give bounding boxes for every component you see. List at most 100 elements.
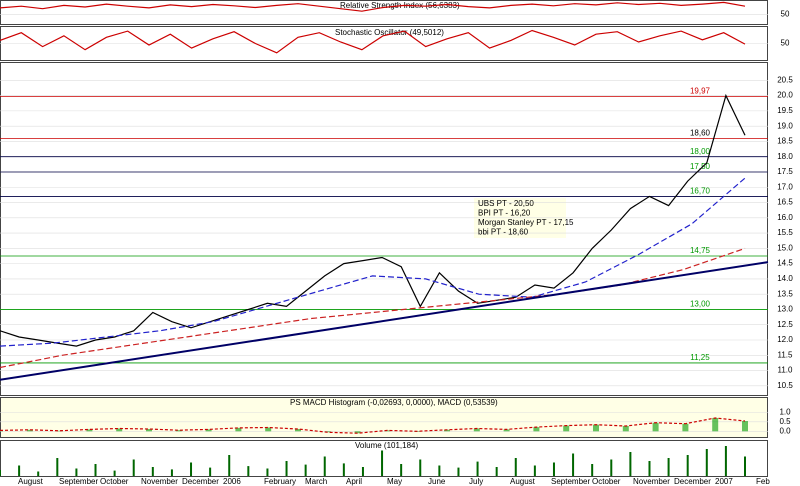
y-tick-label: 19.0 [777,121,793,130]
y-tick-label: 0.5 [779,417,791,426]
y-tick-label: 15.5 [777,228,793,237]
y-tick-label: 12.5 [777,320,793,329]
y-tick-label: 50 [781,39,790,48]
volume-bar [18,465,21,476]
price-line [0,93,746,347]
y-tick-label: 20.5 [777,75,793,84]
annotation-text: bbi PT - 18,60 [478,228,529,237]
x-tick-label: December [674,477,711,486]
macd-histogram [295,429,301,432]
y-tick-label: 12.0 [777,335,793,344]
price-panel [0,62,768,396]
x-tick-label: March [305,477,327,486]
y-tick-label: 15.0 [777,243,793,252]
macd-histogram [503,429,510,432]
y-tick-label: 17.5 [777,167,793,176]
y-tick-label: 11.0 [778,366,794,375]
x-tick-label: June [428,477,446,486]
volume-bar [514,458,517,476]
volume-bar [686,455,689,476]
volume-bar [400,464,403,476]
y-tick-label: 13.0 [777,305,793,314]
volume-bar [75,468,78,476]
volume-bar [610,459,613,476]
y-tick-label: 11.5 [778,350,794,359]
volume-bar [304,464,307,476]
macd-histogram [26,429,33,432]
volume-bar [552,462,555,476]
volume-bar [56,458,59,476]
volume-bar [457,467,460,476]
level-label: 16,70 [690,187,711,196]
x-tick-label: May [387,477,402,486]
volume-bar [419,459,422,476]
x-tick-label: August [510,477,536,486]
x-tick-label: Feb [756,477,770,486]
x-tick-label: September [59,477,98,486]
volume-bar [361,467,364,476]
volume-bar [132,459,135,476]
macd-histogram [682,423,689,432]
volume-bar [285,461,288,476]
volume-bar [705,449,708,476]
volume-bar [572,453,575,476]
volume-bar [228,455,231,476]
x-tick-label: April [346,477,362,486]
volume-bar [495,467,498,476]
macd-histogram [86,429,93,432]
macd-histogram [473,428,480,432]
y-tick-label: 1.0 [779,407,791,416]
level-label: 19,97 [690,87,711,96]
x-tick-label: September [551,477,590,486]
macd-histogram [56,430,63,432]
y-tick-label: 16.5 [777,198,793,207]
volume-bar [476,461,479,476]
ma-red [0,247,746,369]
y-tick-label: 13.5 [777,289,793,298]
macd-histogram [205,429,212,432]
y-tick-label: 0.0 [779,426,791,435]
volume-bar [342,463,345,476]
y-tick-label: 14.0 [777,274,793,283]
stochastic-line [0,29,746,54]
y-tick-label: 18.0 [777,152,793,161]
stochastic-title: Stochastic Oscillator (49,5012) [335,28,444,37]
macd-panel [0,397,768,438]
macd-histogram [175,430,182,432]
volume-bar [266,468,269,476]
macd-histogram [622,425,629,432]
volume-bar [381,450,384,476]
level-label: 17,50 [690,162,711,171]
y-tick-label: 14.5 [777,259,793,268]
annotation-text: UBS PT - 20,50 [478,199,534,208]
x-tick-label: October [592,477,621,486]
y-tick-label: 20.0 [777,91,793,100]
x-tick-label: 2007 [715,477,733,486]
volume-bar [533,465,536,476]
volume-bar [170,469,173,476]
macd-histogram [712,417,719,432]
y-tick-label: 18.5 [777,137,793,146]
volume-bar [438,465,441,476]
volume-bar [667,458,670,476]
volume-bar [209,467,212,476]
macd-histogram [593,424,599,432]
macd-histogram [563,425,570,432]
level-label: 14,75 [690,246,711,255]
macd-histogram [146,429,152,432]
volume-bar [37,471,40,476]
x-tick-label: December [182,477,219,486]
rsi-panel [0,0,768,25]
annotation-text: BPI PT - 16,20 [478,209,531,218]
volume-bar [151,467,154,476]
volume-bar [724,446,727,476]
y-tick-label: 19.5 [777,106,793,115]
macd-histogram [116,428,123,432]
x-tick-label: August [18,477,44,486]
macd-histogram [652,422,659,432]
rsi-line [0,1,746,12]
x-tick-label: February [264,477,296,486]
macd-title: PS MACD Histogram (-0,02693, 0,0000), MA… [290,398,498,407]
volume-bar [591,464,594,476]
volume-bar [94,464,97,476]
